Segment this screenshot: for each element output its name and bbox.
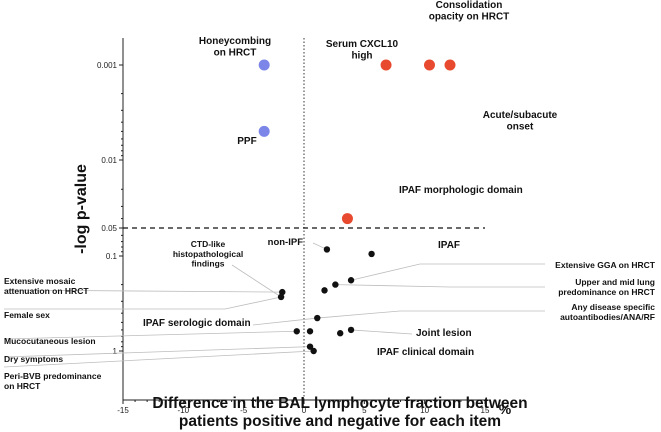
leader-line — [252, 317, 318, 326]
point-annotation: Peri-BVB predominance on HRCT — [4, 371, 102, 391]
y-tick-label: 0.001 — [97, 61, 118, 70]
point-annotation: Acute/subacute onset — [483, 110, 558, 133]
leader-line — [4, 296, 282, 310]
point-annotation: Honeycombing on HRCT — [199, 36, 271, 59]
data-point — [323, 246, 331, 253]
y-tick-label: 0.01 — [101, 156, 117, 165]
leader-line — [350, 263, 545, 281]
data-point — [293, 328, 300, 335]
data-point — [258, 59, 270, 71]
point-annotation: Female sex — [4, 310, 50, 320]
point-annotation: IPAF morphologic domain — [399, 185, 523, 196]
point-annotation: PPF — [237, 136, 256, 147]
data-point — [306, 328, 314, 335]
x-axis-title: Difference in the BAL lymphocyte fractio… — [152, 395, 527, 430]
point-annotation: Upper and mid lung predominance on HRCT — [558, 277, 656, 297]
point-annotation: Consolidation opacity on HRCT — [429, 0, 510, 23]
x-tick-label: 0 — [302, 406, 307, 415]
point-annotation: Any disease specific autoantibodies/ANA/R… — [560, 302, 655, 322]
data-point — [337, 330, 344, 337]
leader-line — [351, 329, 413, 335]
data-point — [321, 287, 328, 294]
point-annotation: Mucocutaneous lesion — [4, 336, 96, 346]
data-point — [279, 288, 286, 296]
data-point — [314, 314, 321, 322]
point-annotation: Extensive GGA on HRCT — [555, 260, 656, 270]
point-annotation: Joint lesion — [416, 328, 472, 339]
y-tick-label: 0.05 — [101, 224, 117, 233]
point-annotation: IPAF — [438, 240, 460, 251]
leader-line — [3, 346, 311, 358]
point-annotation: non-IPF — [268, 237, 304, 248]
x-tick-label: -5 — [240, 406, 248, 415]
leader-line — [317, 310, 545, 319]
x-tick-label: 10 — [420, 406, 429, 415]
data-point — [306, 343, 314, 350]
x-tick-label: 15 — [481, 406, 490, 415]
data-point — [258, 125, 270, 137]
data-point — [347, 326, 355, 334]
data-point — [347, 277, 355, 284]
y-axis-title: -log p-value — [73, 164, 90, 254]
point-annotation: Serum CXCL10 high — [326, 39, 399, 62]
x-tick-label: -10 — [178, 406, 190, 415]
x-axis-unit: % — [499, 401, 512, 417]
point-annotation: Dry symptoms — [4, 354, 63, 364]
point-annotation: IPAF clinical domain — [377, 347, 474, 358]
point-annotation: IPAF serologic domain — [143, 318, 251, 329]
x-tick-label: -15 — [117, 406, 129, 415]
data-point — [368, 250, 375, 258]
leader-line — [3, 330, 297, 340]
point-annotation: Extensive mosaic attenuation on HRCT — [4, 276, 89, 296]
y-tick-label: 0.1 — [106, 252, 118, 261]
leader-line — [3, 289, 283, 293]
data-point — [423, 59, 435, 71]
data-point — [444, 59, 456, 71]
leader-line — [335, 284, 545, 288]
data-point — [341, 213, 353, 225]
leader-line — [3, 350, 314, 368]
x-tick-label: 5 — [362, 406, 367, 415]
point-annotation: CTD-like histopathological findings — [173, 239, 243, 269]
data-point — [277, 293, 285, 301]
y-tick-label: 1 — [113, 347, 118, 356]
data-point — [380, 59, 392, 71]
data-point — [310, 347, 317, 355]
data-point — [332, 281, 339, 288]
